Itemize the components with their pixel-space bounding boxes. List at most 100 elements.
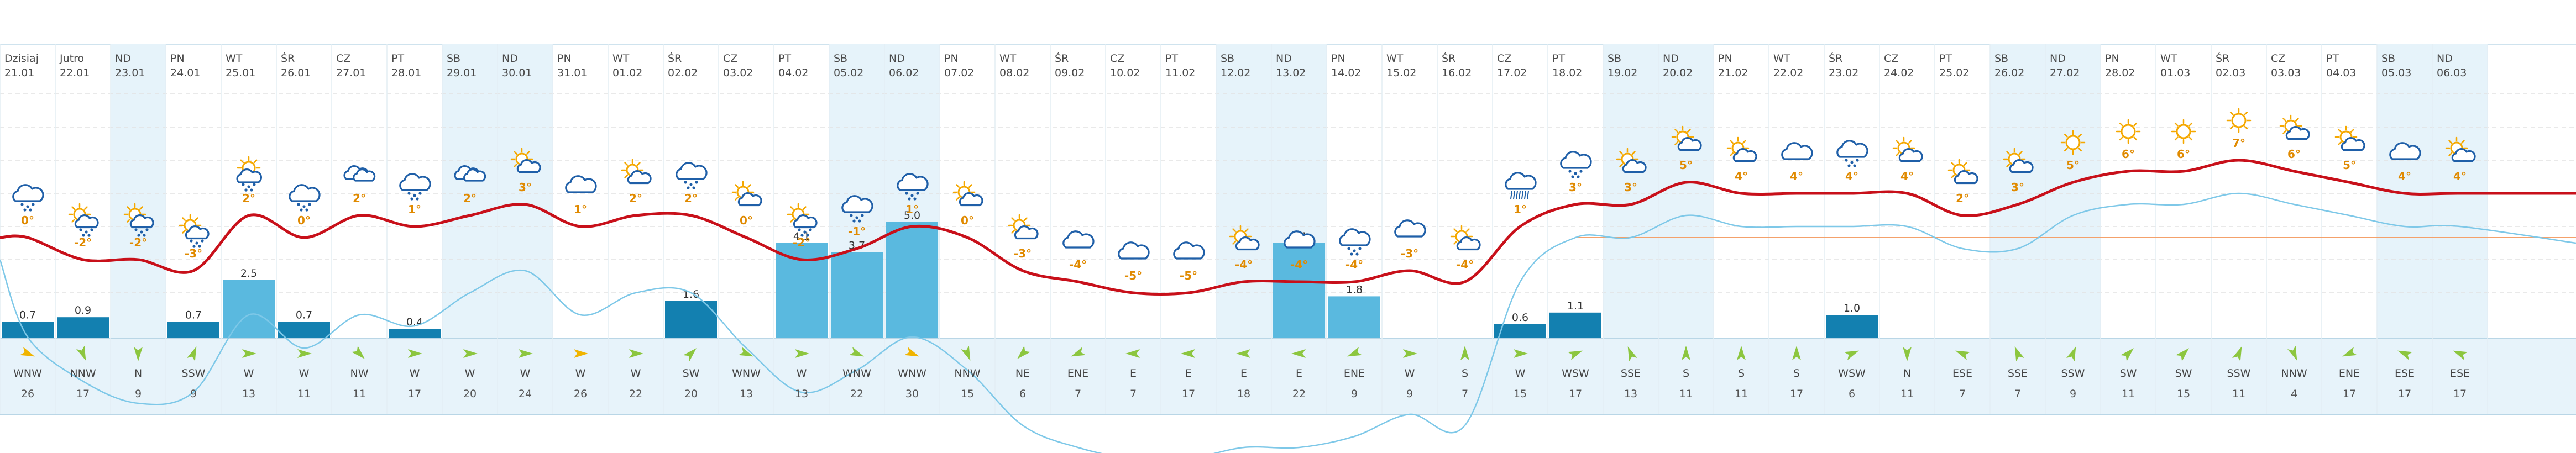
temperature-label: 4° (2453, 170, 2467, 183)
wind-direction-label: E (1130, 367, 1137, 380)
temperature-label: -4° (1345, 258, 1363, 271)
date-label: 31.01 (557, 67, 587, 79)
cloud-rain-icon (1505, 172, 1537, 199)
precipitation-bar (1328, 296, 1380, 338)
temperature-label: 4° (1900, 170, 1914, 183)
wind-direction-arrow-icon (1627, 346, 1637, 362)
cloud-snow-icon (1560, 151, 1592, 178)
day-of-week-label: SB (447, 52, 460, 65)
wind-direction-arrow-icon (134, 347, 143, 361)
temperature-label: 1° (905, 203, 919, 216)
day-of-week-label: WT (612, 52, 630, 65)
date-label: 18.02 (1552, 67, 1582, 79)
wind-direction-arrow-icon (1460, 346, 1469, 360)
temperature-label: 5° (1679, 159, 1693, 172)
partly-cloudy-icon (1450, 225, 1481, 251)
wind-speed-label: 15 (1514, 388, 1527, 400)
wind-speed-label: 7 (1959, 388, 1966, 400)
date-label: 21.02 (1718, 67, 1748, 79)
clouds-icon (343, 165, 376, 182)
wind-direction-label: NW (350, 367, 369, 380)
temperature-label: 3° (2011, 181, 2024, 194)
partly-cloudy-icon (1892, 136, 1923, 162)
temperature-label: 1° (408, 203, 421, 216)
temperature-label: 4° (1845, 170, 1858, 183)
day-of-week-label: ND (1276, 52, 1292, 65)
sun-cloud-snow-icon (236, 156, 263, 192)
day-of-week-label: SB (834, 52, 847, 65)
date-label: 15.02 (1386, 67, 1416, 79)
wind-direction-label: NNW (954, 367, 980, 380)
day-of-week-label: ND (2437, 52, 2453, 65)
wind-direction-label: NE (1015, 367, 1030, 380)
temperature-label: 4° (1790, 170, 1803, 183)
wind-direction-arrow-icon (2397, 350, 2413, 360)
date-label: 16.02 (1442, 67, 1472, 79)
wind-direction-arrow-icon (242, 349, 256, 358)
date-label: 24.01 (170, 67, 200, 79)
weekend-column (1658, 44, 1714, 339)
wind-direction-label: W (1515, 367, 1526, 380)
date-label: 24.02 (1884, 67, 1914, 79)
wind-direction-arrow-icon (351, 345, 365, 359)
day-of-week-label: CZ (1884, 52, 1898, 65)
sun-icon (2060, 130, 2086, 155)
wind-direction-arrow-icon (1737, 346, 1746, 360)
wind-speed-label: 13 (740, 388, 753, 400)
wind-direction-arrow-icon (1181, 349, 1195, 358)
cloud-icon (2389, 142, 2421, 160)
temperature-label: 1° (1514, 203, 1527, 216)
wind-direction-label: W (244, 367, 254, 380)
day-of-week-label: PT (2326, 52, 2339, 65)
precipitation-bar (57, 317, 109, 338)
day-of-week-label: CZ (2271, 52, 2285, 65)
partly-cloudy-icon (621, 159, 652, 185)
day-of-week-label: ND (2050, 52, 2066, 65)
temperature-label: 7° (2232, 136, 2245, 150)
date-label: 22.01 (60, 67, 90, 79)
temperature-label: 2° (684, 192, 698, 205)
wind-speed-label: 30 (905, 388, 919, 400)
date-label: 30.01 (502, 67, 532, 79)
wind-direction-arrow-icon (1514, 349, 1528, 358)
cloud-snow-icon (841, 195, 873, 223)
day-of-week-label: PT (1552, 52, 1565, 65)
wind-speed-label: 17 (1569, 388, 1582, 400)
wind-direction-arrow-icon (849, 347, 864, 357)
date-label: 12.02 (1221, 67, 1250, 79)
partly-cloudy-icon (1616, 148, 1647, 173)
precipitation-bar (831, 252, 883, 338)
wind-direction-label: S (1462, 367, 1468, 380)
date-label: 26.01 (281, 67, 311, 79)
day-of-week-label: PN (944, 52, 959, 65)
day-of-week-label: PT (778, 52, 791, 65)
wind-direction-label: WNW (13, 367, 42, 380)
day-of-week-label: Jutro (59, 52, 84, 65)
wind-direction-label: W (575, 367, 586, 380)
wind-direction-label: W (465, 367, 475, 380)
date-label: 13.02 (1276, 67, 1306, 79)
partly-cloudy-snow-icon (123, 203, 154, 237)
wind-speed-label: 7 (1130, 388, 1137, 400)
day-of-week-label: ND (502, 52, 518, 65)
wind-direction-label: ENE (1344, 367, 1365, 380)
day-of-week-label: PT (391, 52, 404, 65)
sun-icon (2226, 108, 2252, 133)
temperature-label: 6° (2287, 148, 2301, 161)
cloud-snow-icon (1339, 228, 1371, 256)
partly-cloudy-icon (1008, 214, 1039, 240)
temperature-label: 5° (2066, 159, 2080, 172)
wind-direction-label: WSW (1562, 367, 1589, 380)
temperature-label: 2° (242, 192, 255, 205)
wind-speed-label: 17 (408, 388, 421, 400)
wind-speed-label: 11 (1679, 388, 1693, 400)
wind-direction-label: SSE (2008, 367, 2028, 380)
wind-direction-label: SSE (1621, 367, 1641, 380)
wind-direction-arrow-icon (297, 349, 312, 358)
temperature-label: 2° (629, 192, 642, 205)
cloud-snow-icon (12, 184, 44, 212)
wind-direction-arrow-icon (683, 348, 697, 362)
sun-icon (2116, 119, 2141, 144)
temperature-label: -2° (793, 236, 810, 249)
